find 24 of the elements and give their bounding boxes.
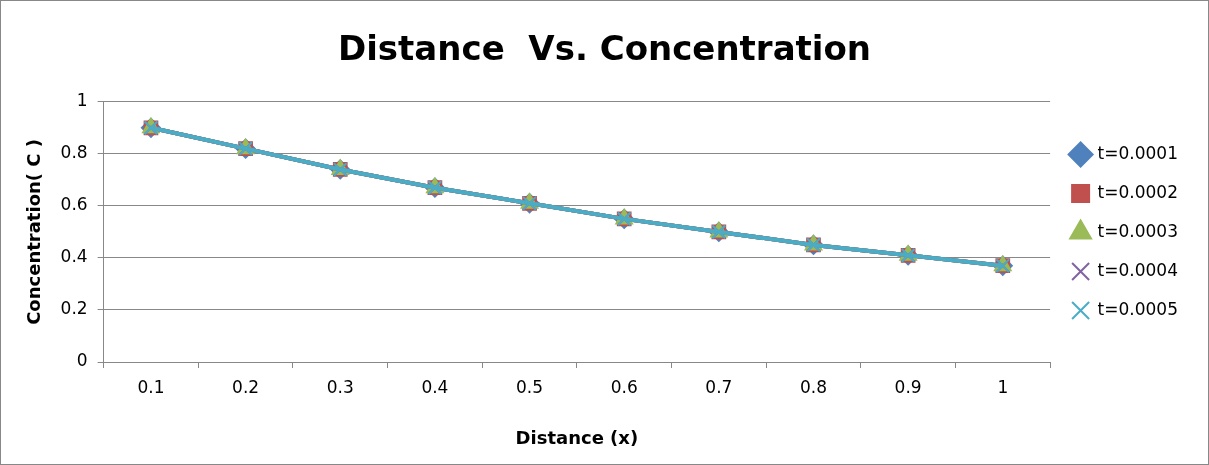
chart-title: Distance Vs. Concentration xyxy=(337,28,872,69)
x-tick-label: 0.4 xyxy=(421,376,449,397)
x-tick-label: 0.8 xyxy=(799,376,828,397)
y-tick-label: 0.4 xyxy=(60,246,88,267)
legend-label: t=0.0005 xyxy=(1097,298,1179,319)
y-tick-label: 0.8 xyxy=(60,142,88,163)
y-axis-title: Concentration( C ) xyxy=(23,138,45,325)
legend-label: t=0.0001 xyxy=(1097,142,1179,163)
legend-label: t=0.0004 xyxy=(1097,259,1179,280)
legend-label: t=0.0002 xyxy=(1097,181,1179,202)
x-tick-label: 0.1 xyxy=(137,376,165,397)
legend-label: t=0.0003 xyxy=(1097,220,1179,241)
x-tick-label: 1 xyxy=(997,376,1009,397)
x-tick-label: 0.3 xyxy=(326,376,354,397)
x-tick-label: 0.7 xyxy=(705,376,733,397)
y-tick-label: 0.2 xyxy=(60,298,88,319)
x-tick-label: 0.2 xyxy=(232,376,260,397)
x-tick-label: 0.6 xyxy=(610,376,638,397)
x-axis-title: Distance (x) xyxy=(515,426,639,448)
x-tick-label: 0.5 xyxy=(516,376,544,397)
y-tick-label: 0.6 xyxy=(60,194,88,215)
y-tick-label: 0 xyxy=(76,350,88,371)
y-tick-label: 1 xyxy=(76,90,88,111)
x-tick-label: 0.9 xyxy=(894,376,922,397)
